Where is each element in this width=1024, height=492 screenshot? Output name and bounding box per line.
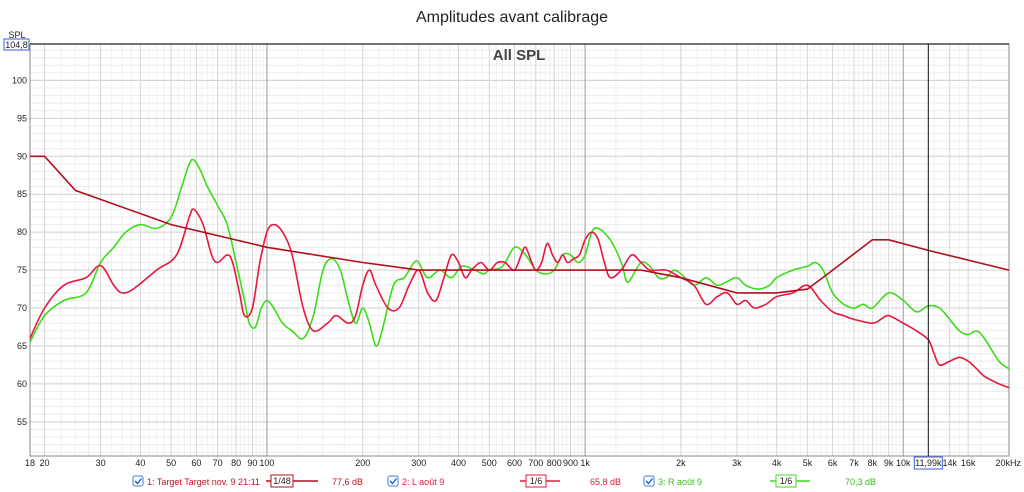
x-tick-label: 400 bbox=[451, 458, 466, 468]
cursor[interactable]: 11,99k bbox=[913, 44, 943, 470]
chart-subtitle: All SPL bbox=[493, 47, 546, 64]
x-tick-label: 16k bbox=[961, 458, 976, 468]
x-unit-label: 20kHz bbox=[995, 458, 1021, 468]
y-tick-label: 95 bbox=[17, 113, 27, 123]
y-tick-label: 85 bbox=[17, 189, 27, 199]
x-tick-label: 300 bbox=[411, 458, 426, 468]
checkmark-icon bbox=[134, 478, 143, 485]
x-tick-label: 14k bbox=[942, 458, 957, 468]
plot-frame bbox=[29, 43, 1010, 457]
x-tick-label: 8k bbox=[868, 458, 878, 468]
x-tick-label: 600 bbox=[507, 458, 522, 468]
series-line-right bbox=[29, 158, 1010, 370]
legend-value: 70,3 dB bbox=[845, 477, 876, 487]
y-tick-label: 100 bbox=[12, 75, 27, 85]
cursor-readout: 11,99k bbox=[915, 458, 942, 468]
y-tick-label: 75 bbox=[17, 265, 27, 275]
y-tick-label: 55 bbox=[17, 417, 27, 427]
x-tick-label: 100 bbox=[259, 458, 274, 468]
checkmark-icon bbox=[389, 478, 398, 485]
x-tick-label: 60 bbox=[191, 458, 201, 468]
x-tick-label: 90 bbox=[247, 458, 257, 468]
x-tick-label: 5k bbox=[803, 458, 813, 468]
x-tick-label: 700 bbox=[528, 458, 543, 468]
legend-series-label: 3: R août 9 bbox=[658, 477, 702, 487]
legend-series-label: 1: Target Target nov. 9 21:11 bbox=[147, 477, 260, 487]
x-tick-label: 4k bbox=[772, 458, 782, 468]
x-tick-label: 2k bbox=[676, 458, 686, 468]
y-axis-label: SPL bbox=[8, 30, 25, 40]
x-tick-label: 9k bbox=[884, 458, 894, 468]
x-tick-label: 7k bbox=[849, 458, 859, 468]
y-tick-label: 90 bbox=[17, 151, 27, 161]
x-tick-label: 40 bbox=[135, 458, 145, 468]
x-tick-label: 800 bbox=[547, 458, 562, 468]
series-lines bbox=[29, 155, 1010, 389]
legend-checkbox[interactable] bbox=[132, 475, 144, 487]
legend: 1: Target Target nov. 9 21:11 1/48 77,6 dB… bbox=[132, 474, 876, 488]
chart-title: Amplitudes avant calibrage bbox=[416, 9, 608, 26]
x-tick-label: 1k bbox=[580, 458, 590, 468]
x-tick-label: 18 bbox=[25, 458, 35, 468]
x-tick-label: 200 bbox=[355, 458, 370, 468]
legend-checkbox[interactable] bbox=[643, 475, 655, 487]
legend-series-label: 2: L août 9 bbox=[402, 477, 444, 487]
x-tick-label: 10k bbox=[896, 458, 911, 468]
x-tick-label: 3k bbox=[732, 458, 742, 468]
legend-smoothing-box[interactable] bbox=[270, 474, 294, 488]
legend-value: 65,8 dB bbox=[590, 477, 621, 487]
ymax-box bbox=[3, 38, 30, 51]
x-tick-label: 500 bbox=[482, 458, 497, 468]
legend-smoothing-box[interactable] bbox=[525, 474, 547, 488]
x-tick-label: 80 bbox=[231, 458, 241, 468]
y-tick-label: 65 bbox=[17, 341, 27, 351]
legend-smoothing-label: 1/48 bbox=[273, 476, 291, 486]
ymax-label: 104,8 bbox=[5, 40, 28, 50]
series-line-target bbox=[30, 155, 1010, 294]
grid bbox=[29, 43, 1010, 457]
legend-smoothing-box[interactable] bbox=[775, 474, 797, 488]
y-tick-label: 80 bbox=[17, 227, 27, 237]
legend-smoothing-label: 1/6 bbox=[530, 476, 543, 486]
y-tick-label: 70 bbox=[17, 303, 27, 313]
x-tick-label: 6k bbox=[828, 458, 838, 468]
cursor-readout-box bbox=[913, 456, 943, 470]
legend-checkbox[interactable] bbox=[387, 475, 399, 487]
x-tick-label: 70 bbox=[213, 458, 223, 468]
checkmark-icon bbox=[645, 478, 654, 485]
x-tick-label: 20 bbox=[40, 458, 50, 468]
legend-smoothing-label: 1/6 bbox=[780, 476, 793, 486]
legend-value: 77,6 dB bbox=[332, 477, 363, 487]
x-tick-label: 30 bbox=[96, 458, 106, 468]
x-tick-label: 900 bbox=[563, 458, 578, 468]
x-tick-label: 50 bbox=[166, 458, 176, 468]
y-tick-label: 60 bbox=[17, 379, 27, 389]
series-line-left bbox=[29, 208, 1010, 389]
